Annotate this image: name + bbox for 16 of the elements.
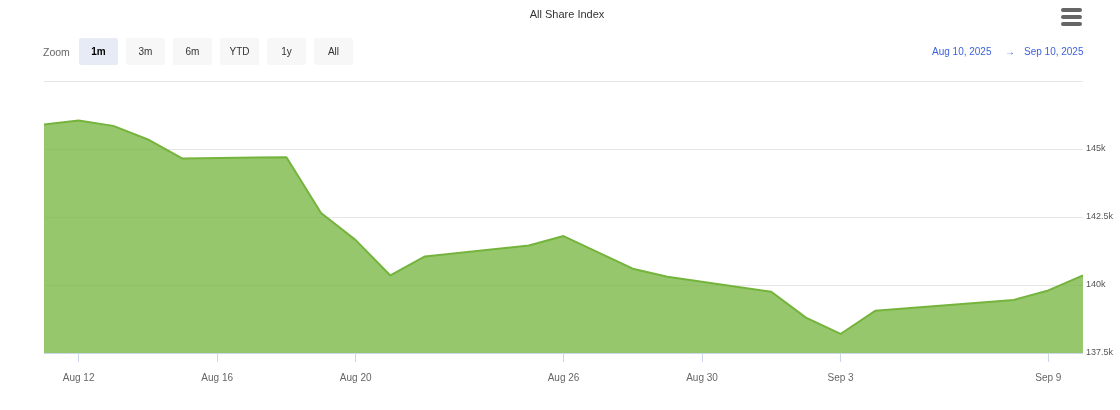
text: Aug 10, 2025 [932,46,992,57]
x-tick-label: Aug 30 [686,371,719,383]
y-tick-label: 137.5k [1085,347,1114,358]
text: Sep 10, 2025 [1024,46,1084,57]
x-tick-label: Sep 3 [827,371,855,383]
y-tick-label: 140k [1085,279,1106,290]
y-tick-label: 142.5k [1085,211,1114,222]
text: Zoom [43,46,70,58]
x-tick-label: Aug 26 [547,371,580,383]
chart-title: All Share Index [528,8,606,20]
text: → [1005,46,1015,57]
x-tick-label: Aug 20 [339,371,372,383]
x-tick-label: Sep 9 [1035,371,1062,383]
y-tick-label: 145k [1085,143,1106,154]
x-tick-label: Aug 16 [201,371,234,383]
x-tick-label: Aug 12 [62,371,95,383]
